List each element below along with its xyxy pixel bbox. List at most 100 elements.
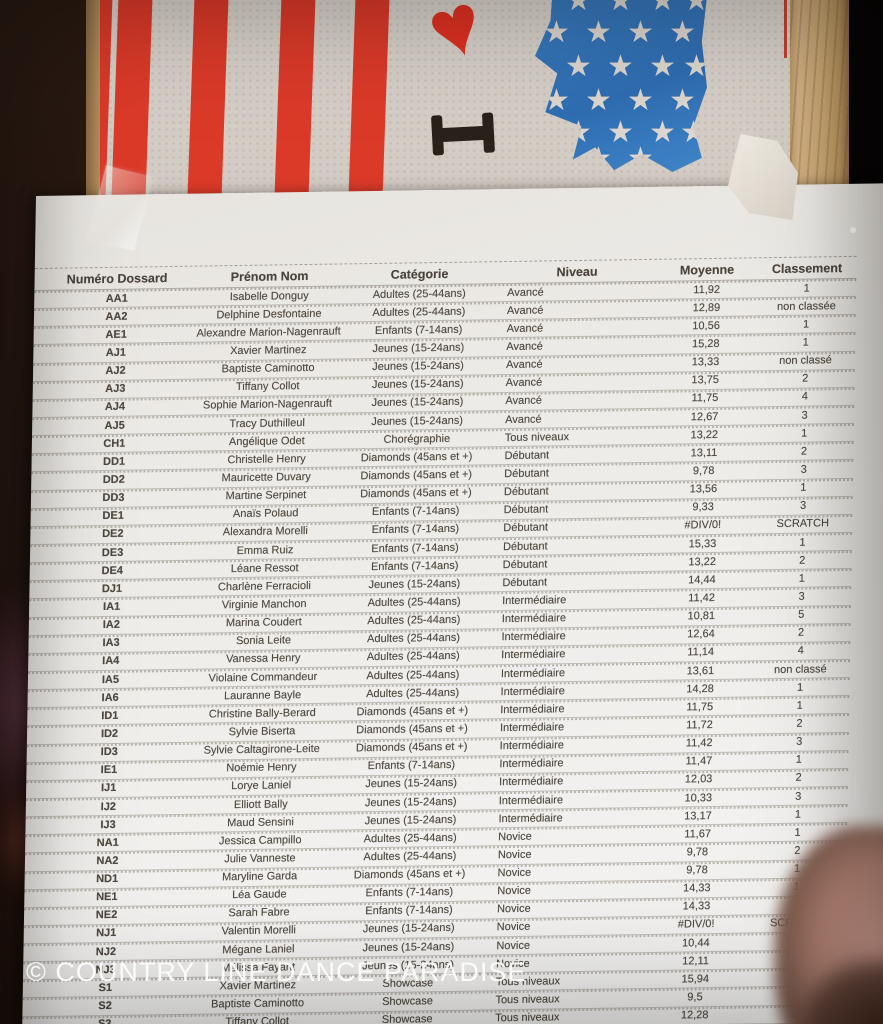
cell-categorie: Adultes (25-44ans): [367, 613, 461, 628]
cell-niveau: Débutant: [503, 521, 549, 535]
cell-categorie: Adultes (25-44ans): [366, 650, 460, 664]
cell-nom: Sophie Marion-Nagenrauft: [202, 398, 333, 412]
star-icon: ★: [543, 84, 570, 117]
cell-moyenne: 12,64: [687, 628, 715, 641]
cell-niveau: Avancé: [506, 340, 543, 354]
cell-moyenne: 9,78: [692, 464, 715, 478]
cell-categorie: Showcase: [381, 1013, 433, 1024]
cell-nom: Noémie Henry: [226, 761, 297, 775]
cell-moyenne: 13,56: [689, 483, 718, 496]
cell-niveau: Avancé: [507, 286, 544, 299]
cell-moyenne: 11,92: [693, 283, 721, 296]
cell-nom: Maud Sensini: [227, 815, 294, 829]
cell-categorie: Enfants (7-14ans): [370, 559, 459, 573]
watermark: © COUNTRY LINE DANCE PARADISE: [26, 957, 527, 987]
cell-classement: 1: [802, 318, 810, 331]
cell-moyenne: 11,67: [684, 827, 712, 841]
cell-classement: 2: [795, 772, 802, 785]
cell-categorie: Adultes (25-44ans): [372, 287, 466, 301]
cell-dossard: IJ2: [100, 800, 117, 813]
star-icon: ★: [649, 50, 676, 83]
cell-nom: Emma Ruiz: [236, 543, 294, 557]
cell-niveau: Avancé: [505, 394, 543, 408]
cell-niveau: Novice: [497, 848, 532, 862]
cell-moyenne: 15,28: [691, 337, 720, 351]
cell-dossard: DD1: [102, 455, 126, 468]
napkin-red-edge: [784, 0, 787, 58]
cell-moyenne: 12,89: [692, 301, 721, 314]
cell-niveau: Débutant: [504, 467, 549, 481]
cell-dossard: DD3: [102, 491, 125, 505]
cell-classement: 2: [794, 844, 801, 857]
star-icon: ★: [585, 84, 612, 117]
cell-nom: Valentin Morelli: [221, 924, 297, 938]
star-icon: ★: [585, 16, 612, 49]
cell-classement: 2: [802, 372, 809, 385]
cell-moyenne: 11,75: [686, 700, 714, 714]
star-icon: ★: [627, 84, 654, 117]
cell-categorie: Chorégraphie: [383, 432, 451, 446]
cell-categorie: Jeunes (15-24ans): [371, 414, 464, 428]
cell-dossard: AJ3: [105, 382, 126, 396]
cell-moyenne: 13,22: [690, 428, 719, 442]
results-sheet: Numéro Dossard Prénom Nom Catégorie Nive…: [21, 183, 883, 1024]
cell-categorie: Jeunes (15-24ans): [362, 922, 455, 936]
cell-moyenne: 13,22: [688, 555, 717, 569]
cell-dossard: ID1: [101, 709, 119, 722]
cell-niveau: Intermédiaire: [500, 703, 565, 716]
cell-categorie: Diamonds (45ans et +): [356, 722, 468, 737]
cell-nom: Xavier Martinez: [230, 343, 307, 358]
cell-niveau: Intermédiaire: [501, 630, 566, 644]
results-table: Numéro Dossard Prénom Nom Catégorie Nive…: [21, 255, 857, 1024]
cell-classement: 1: [801, 427, 808, 440]
star-icon: ★: [649, 0, 676, 17]
star-icon: ★: [649, 116, 676, 149]
cell-categorie: Adultes (25-44ans): [372, 305, 466, 319]
cell-nom: Violaine Commandeur: [208, 670, 318, 685]
cell-moyenne: 13,61: [686, 664, 715, 677]
cell-dossard: NE1: [96, 891, 118, 904]
cell-dossard: DD2: [102, 473, 125, 487]
star-icon: ★: [627, 142, 654, 175]
cell-classement: 1: [798, 572, 806, 585]
cell-niveau: Débutant: [503, 485, 549, 499]
cell-classement: 1: [795, 753, 803, 767]
cell-dossard: IJ3: [100, 818, 116, 831]
cell-moyenne: 11,42: [685, 737, 713, 750]
cell-categorie: Enfants (7-14ans): [365, 886, 454, 900]
cell-moyenne: 15,33: [688, 537, 717, 550]
cell-niveau: Débutant: [502, 576, 548, 589]
cell-moyenne: 13,11: [690, 446, 718, 460]
cell-niveau: Tous niveaux: [495, 993, 560, 1007]
header-categorie: Catégorie: [390, 266, 449, 282]
cell-classement: 4: [801, 390, 809, 404]
cell-classement: 3: [800, 463, 807, 476]
cell-niveau: Intermédiaire: [500, 666, 566, 680]
cell-classement: 1: [799, 536, 806, 549]
cell-categorie: Diamonds (45ans et +): [360, 450, 473, 465]
header-numero-dossard: Numéro Dossard: [66, 270, 168, 287]
header-prenom-nom: Prénom Nom: [230, 268, 309, 284]
cell-niveau: Tous niveaux: [495, 1011, 560, 1024]
cell-classement: 3: [798, 590, 805, 603]
cell-categorie: Adultes (25-44ans): [366, 668, 460, 682]
cell-nom: Lorye Laniel: [231, 779, 292, 793]
cell-moyenne: 13,75: [691, 374, 720, 387]
cell-nom: Sylvie Caltagirone-Leite: [203, 742, 320, 757]
cell-niveau: Débutant: [502, 558, 548, 571]
cell-nom: Mégane Laniel: [222, 942, 295, 956]
cell-niveau: Intermédiaire: [501, 612, 567, 626]
star-icon: ★: [669, 84, 696, 117]
cell-nom: Tiffany Collot: [225, 1015, 290, 1024]
cell-moyenne: 10,44: [682, 936, 710, 950]
cell-moyenne: 14,33: [682, 900, 711, 913]
cell-nom: Baptiste Caminotto: [210, 997, 305, 1011]
cell-categorie: Jeunes (15-24ans): [362, 940, 455, 954]
cell-nom: Sylvie Biserta: [228, 725, 296, 739]
cell-categorie: Diamonds (45ans et +): [356, 704, 469, 719]
cell-dossard: CH1: [103, 437, 126, 450]
cell-categorie: Enfants (7-14ans): [374, 323, 463, 337]
cell-niveau: Novice: [496, 939, 531, 952]
cell-classement: 5: [798, 608, 805, 621]
